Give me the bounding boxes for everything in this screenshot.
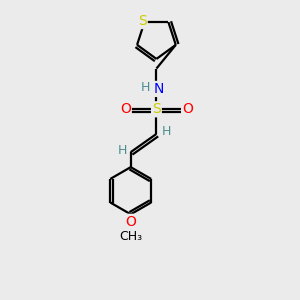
Text: H: H [118, 143, 127, 157]
Text: H: H [141, 81, 150, 94]
Text: CH₃: CH₃ [119, 230, 142, 243]
Text: N: N [153, 82, 164, 96]
Text: S: S [138, 14, 147, 28]
Text: H: H [161, 125, 171, 138]
Text: O: O [125, 215, 136, 229]
Text: S: S [152, 102, 161, 116]
Text: O: O [182, 102, 193, 116]
Text: O: O [120, 102, 131, 116]
